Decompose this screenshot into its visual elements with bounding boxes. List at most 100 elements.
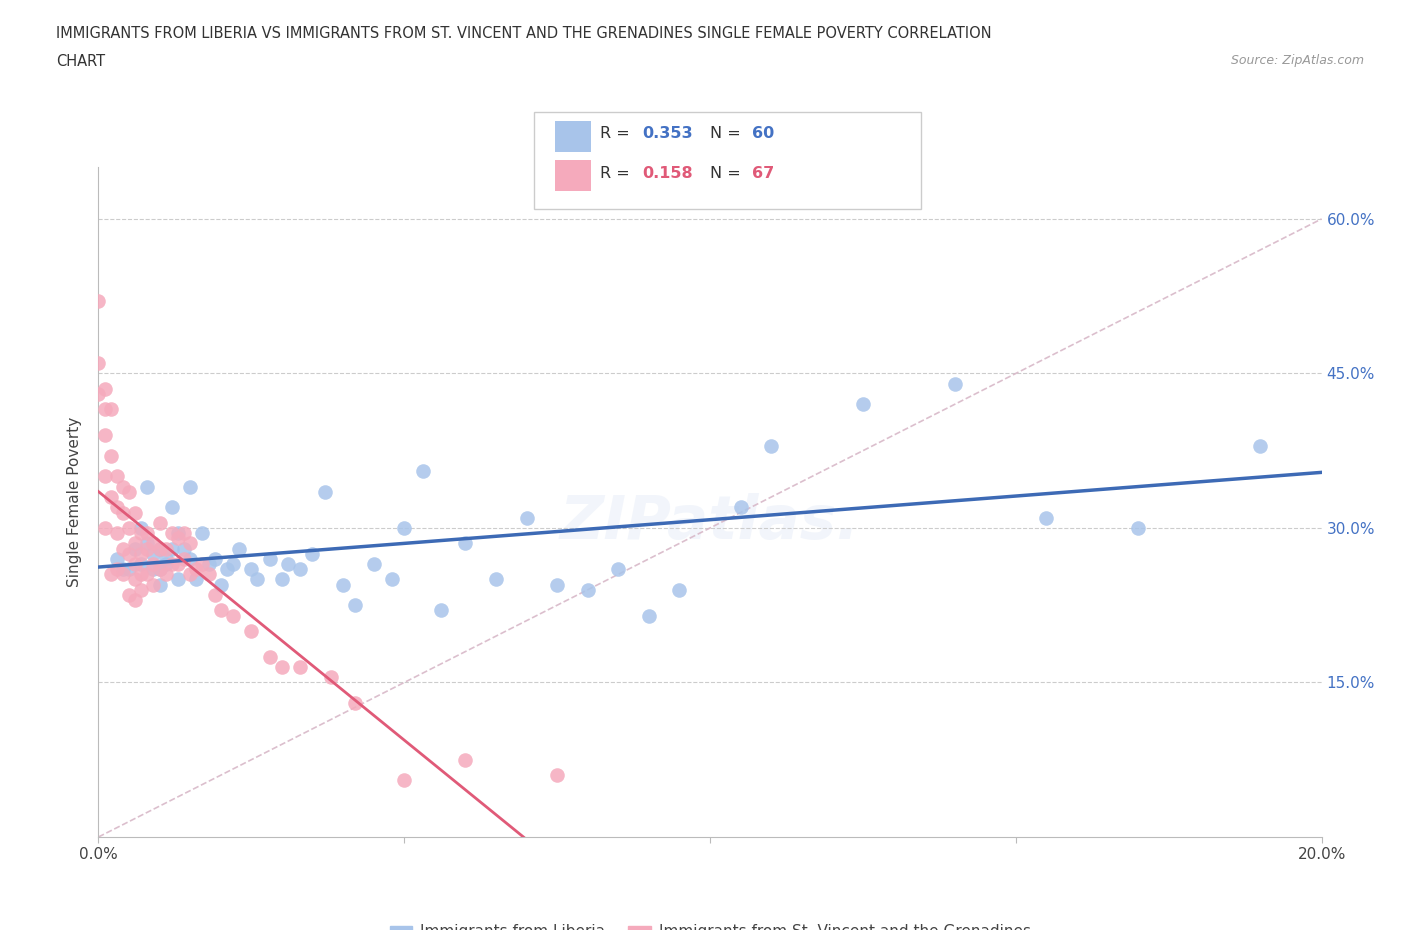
Point: [111, 479, 134, 494]
Point: [576, 582, 599, 597]
Point: [240, 623, 263, 638]
Point: [259, 649, 281, 664]
Point: [149, 541, 172, 556]
Point: [87, 355, 110, 370]
Point: [430, 603, 453, 618]
Point: [607, 562, 630, 577]
Point: [160, 556, 183, 571]
Point: [277, 556, 299, 571]
Point: [93, 402, 115, 417]
Point: [179, 479, 201, 494]
Point: [363, 556, 385, 571]
Point: [142, 546, 165, 561]
Point: [852, 397, 875, 412]
Point: [118, 562, 141, 577]
Point: [155, 567, 177, 582]
Text: CHART: CHART: [56, 54, 105, 69]
Text: 0.158: 0.158: [643, 166, 693, 180]
Point: [1128, 521, 1150, 536]
Point: [124, 541, 146, 556]
Point: [155, 556, 177, 571]
Point: [100, 489, 122, 504]
Point: [149, 515, 172, 530]
Point: [129, 567, 152, 582]
Text: N =: N =: [710, 166, 747, 180]
Point: [179, 567, 201, 582]
Point: [129, 521, 152, 536]
Point: [215, 562, 238, 577]
Point: [270, 659, 292, 674]
Point: [100, 567, 122, 582]
Point: [136, 567, 159, 582]
Point: [124, 536, 146, 551]
Point: [197, 567, 219, 582]
Point: [118, 588, 141, 603]
Text: ZIPatlas.: ZIPatlas.: [560, 493, 860, 551]
Point: [129, 546, 152, 561]
Point: [191, 556, 214, 571]
Point: [87, 294, 110, 309]
Point: [118, 521, 141, 536]
Point: [314, 485, 336, 499]
Point: [167, 525, 190, 540]
Point: [160, 500, 183, 515]
Point: [209, 578, 232, 592]
Text: N =: N =: [710, 126, 747, 140]
Point: [1249, 438, 1271, 453]
Point: [149, 541, 172, 556]
Point: [179, 551, 201, 566]
Point: [209, 603, 232, 618]
Point: [319, 670, 342, 684]
Point: [546, 768, 568, 783]
Legend: Immigrants from Liberia, Immigrants from St. Vincent and the Grenadines: Immigrants from Liberia, Immigrants from…: [384, 918, 1036, 930]
Point: [136, 541, 159, 556]
Point: [222, 608, 245, 623]
Text: Source: ZipAtlas.com: Source: ZipAtlas.com: [1230, 54, 1364, 67]
Point: [142, 536, 165, 551]
Point: [454, 752, 477, 767]
Point: [186, 562, 208, 577]
Point: [259, 551, 281, 566]
Text: R =: R =: [600, 166, 636, 180]
Point: [173, 525, 195, 540]
Point: [412, 464, 434, 479]
Point: [142, 556, 165, 571]
Point: [197, 556, 219, 571]
Point: [129, 582, 152, 597]
Point: [381, 572, 404, 587]
Point: [759, 438, 782, 453]
Point: [179, 536, 201, 551]
Point: [124, 592, 146, 607]
Point: [240, 562, 263, 577]
Point: [516, 511, 538, 525]
Point: [155, 541, 177, 556]
Point: [943, 377, 966, 392]
Point: [173, 551, 195, 566]
Point: [136, 536, 159, 551]
Text: IMMIGRANTS FROM LIBERIA VS IMMIGRANTS FROM ST. VINCENT AND THE GRENADINES SINGLE: IMMIGRANTS FROM LIBERIA VS IMMIGRANTS FR…: [56, 26, 991, 41]
Point: [129, 525, 152, 540]
Point: [160, 525, 183, 540]
Point: [290, 659, 312, 674]
Point: [142, 578, 165, 592]
Point: [149, 562, 172, 577]
Point: [124, 505, 146, 520]
Point: [124, 556, 146, 571]
Point: [546, 578, 568, 592]
Point: [111, 567, 134, 582]
Point: [100, 448, 122, 463]
Point: [149, 578, 172, 592]
Point: [270, 572, 292, 587]
Point: [301, 546, 323, 561]
Text: 0.353: 0.353: [643, 126, 693, 140]
Point: [105, 551, 128, 566]
Point: [111, 562, 134, 577]
Point: [111, 505, 134, 520]
Point: [186, 572, 208, 587]
Y-axis label: Single Female Poverty: Single Female Poverty: [67, 417, 83, 588]
Point: [105, 500, 128, 515]
Point: [485, 572, 508, 587]
Point: [93, 469, 115, 484]
Point: [149, 562, 172, 577]
Point: [129, 556, 152, 571]
